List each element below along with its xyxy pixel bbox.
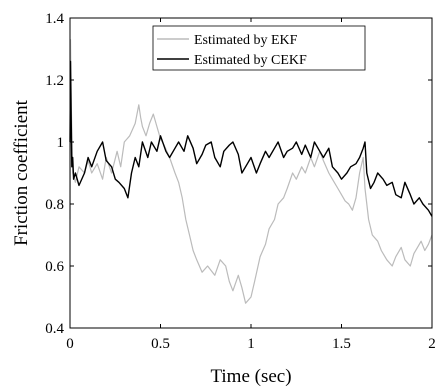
ticks-layer	[69, 17, 433, 329]
y-tick-label: 1.4	[45, 11, 64, 27]
y-tick-label: 0.8	[45, 197, 64, 213]
x-tick-label: 0.5	[151, 336, 170, 352]
tick-labels-layer: 0 0.5 1 1.5 2 0.4 0.6 0.8 1 1.2 1.4	[45, 11, 436, 352]
legend-label-cekf: Estimated by CEKF	[194, 53, 307, 68]
x-tick-label: 0	[66, 336, 74, 352]
y-tick-label: 1.2	[45, 73, 64, 89]
y-axis-title: Friction coefficient	[11, 99, 32, 246]
legend-box	[152, 25, 366, 71]
y-tick-label: 1	[57, 135, 65, 151]
series-layer	[69, 39, 433, 304]
x-tick-label: 1	[247, 336, 255, 352]
x-axis-title: Time (sec)	[210, 366, 291, 387]
x-tick-label: 2	[428, 336, 436, 352]
y-tick-label: 0.4	[45, 321, 64, 337]
y-tick-label: 0.6	[45, 259, 64, 275]
legend: Estimated by EKF Estimated by CEKF	[152, 25, 366, 71]
series-line-cekf	[69, 60, 433, 217]
legend-label-ekf: Estimated by EKF	[194, 33, 298, 48]
x-tick-label: 1.5	[332, 336, 351, 352]
series-line-ekf	[69, 39, 433, 304]
